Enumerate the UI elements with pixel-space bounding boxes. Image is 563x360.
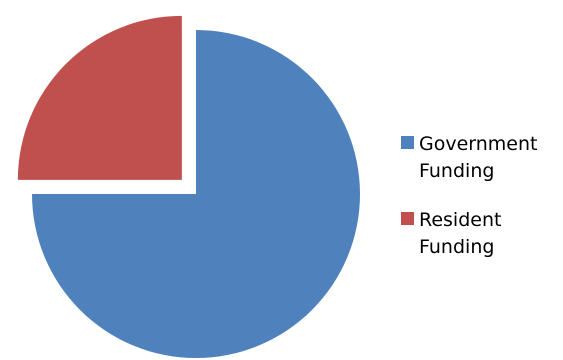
legend-label-1-line-1: Government bbox=[419, 133, 538, 155]
pie-slices bbox=[17, 15, 360, 358]
legend-swatch-2 bbox=[401, 212, 414, 225]
pie-slice-government-funding bbox=[32, 30, 360, 358]
legend-label-2-line-1: Resident bbox=[419, 209, 501, 231]
chart-legend: Government Funding Resident Funding bbox=[401, 133, 538, 258]
legend-swatch-1 bbox=[401, 136, 414, 149]
legend-label-1-line-2: Funding bbox=[419, 160, 494, 182]
pie-slice-resident-funding bbox=[17, 15, 182, 180]
legend-label-2-line-2: Funding bbox=[419, 236, 494, 258]
